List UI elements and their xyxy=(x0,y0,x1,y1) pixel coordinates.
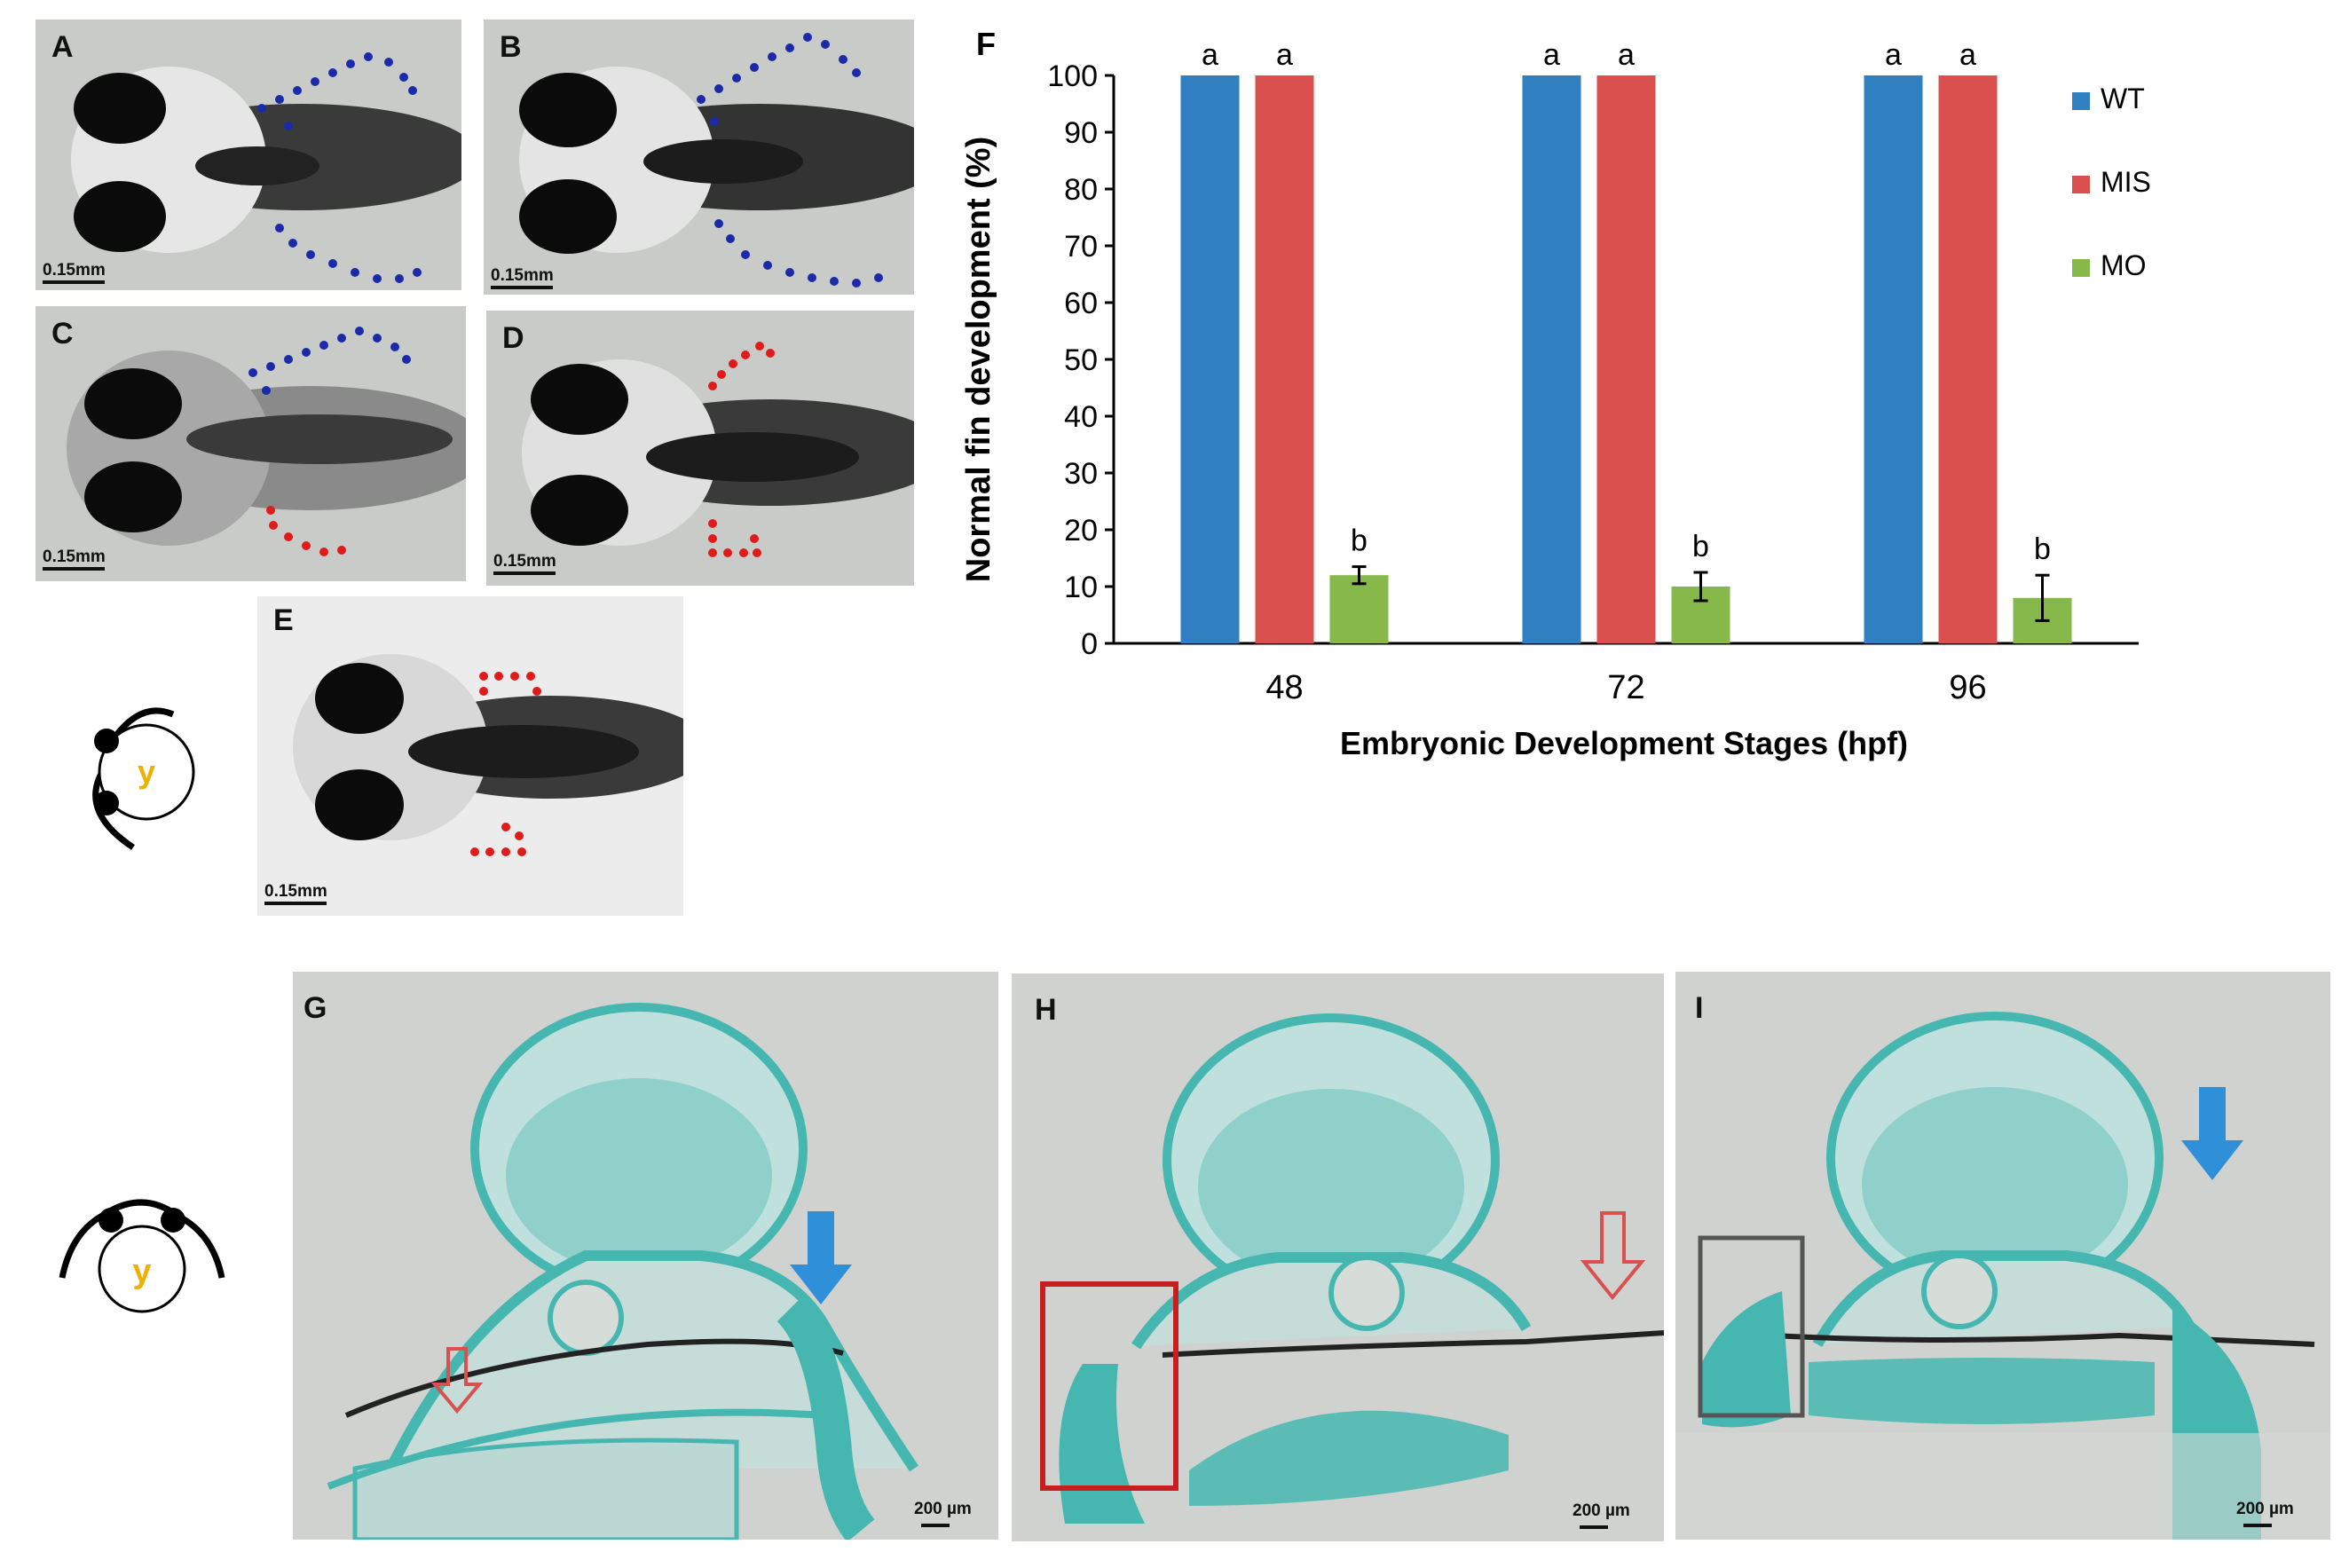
scale-bar-g xyxy=(921,1524,950,1527)
histology-image-g xyxy=(327,1003,918,1540)
y-tick-label: 30 xyxy=(1064,457,1098,491)
fin-outline-dots-upper-abnormal xyxy=(479,672,541,696)
y-tick-label: 40 xyxy=(1064,400,1098,434)
scale-label-e: 0.15mm xyxy=(264,882,327,901)
scale-bar-a xyxy=(43,280,105,284)
panel-label-h: H xyxy=(1035,993,1057,1027)
embryo-image-e xyxy=(257,596,683,916)
embryo-image-b xyxy=(519,67,914,254)
bar-mis xyxy=(1255,75,1314,643)
y-axis-title: Normal fin development (%) xyxy=(960,137,997,583)
panel-a: A 0.15mm xyxy=(35,20,461,290)
scale-bar-c xyxy=(43,567,105,571)
histology-image-i xyxy=(1675,1012,2330,1540)
legend-swatch-wt xyxy=(2072,92,2090,110)
fin-outline-dots-upper xyxy=(257,52,417,130)
panel-label-d: D xyxy=(502,321,524,355)
panel-label-a: A xyxy=(51,30,74,64)
scale-bar-h xyxy=(1580,1525,1608,1529)
panel-label-i: I xyxy=(1695,991,1704,1025)
histology-image-h xyxy=(1040,1013,1664,1524)
embryo-image-c xyxy=(67,351,466,546)
x-axis-title: Embryonic Development Stages (hpf) xyxy=(1340,725,1908,761)
scale-label-d: 0.15mm xyxy=(493,552,556,571)
panel-c: C 0.15mm xyxy=(35,306,466,581)
panel-e: E 0.15mm xyxy=(257,596,683,916)
significance-letter: a xyxy=(1276,38,1293,72)
fin-outline-dots-lower xyxy=(714,219,883,288)
bar-wt xyxy=(1864,75,1923,643)
fin-development-chart: F Normal fin development (%) Embryonic D… xyxy=(960,26,2151,761)
fin-outline-dots-lower xyxy=(275,224,422,283)
legend-label-wt: WT xyxy=(2101,83,2145,114)
panel-label-c: C xyxy=(51,317,74,351)
fin-outline-dots-lower-abnormal xyxy=(266,506,346,556)
significance-letter: a xyxy=(1543,38,1560,72)
y-tick-label: 50 xyxy=(1064,343,1098,377)
fin-outline-dots-upper xyxy=(248,327,411,395)
significance-letter: b xyxy=(1692,530,1709,563)
scale-label-a: 0.15mm xyxy=(43,261,106,280)
significance-letter: b xyxy=(1351,524,1368,558)
x-tick-label: 48 xyxy=(1265,669,1303,706)
scale-label-c: 0.15mm xyxy=(43,548,106,566)
bar-mo xyxy=(1329,575,1389,643)
panel-label-b: B xyxy=(500,30,522,64)
yolk-label: y xyxy=(138,753,155,790)
bar-mis xyxy=(1938,75,1998,643)
embryo-image-a xyxy=(71,67,461,253)
panel-label-g: G xyxy=(303,991,327,1025)
legend-label-mis: MIS xyxy=(2101,166,2151,198)
panel-h: H 200 µm xyxy=(1012,973,1664,1541)
scale-bar-d xyxy=(493,571,556,575)
bar-mis xyxy=(1596,75,1656,643)
scale-label-g: 200 µm xyxy=(914,1500,972,1518)
bar-wt xyxy=(1180,75,1240,643)
significance-letter: a xyxy=(1202,38,1218,72)
panel-i: I 200 µm xyxy=(1675,972,2330,1540)
scale-label-h: 200 µm xyxy=(1573,1501,1630,1520)
bar-wt xyxy=(1522,75,1581,643)
panel-label-f: F xyxy=(976,26,996,62)
panel-b: B 0.15mm xyxy=(484,20,914,295)
scale-bar-i xyxy=(2243,1524,2272,1527)
panel-label-e: E xyxy=(273,603,294,637)
y-tick-label: 80 xyxy=(1064,173,1098,207)
significance-letter: b xyxy=(2034,532,2051,566)
embryo-image-d xyxy=(522,359,914,546)
scale-bar-e xyxy=(264,902,327,905)
fin-outline-dots-upper-abnormal xyxy=(708,342,775,390)
yolk-label: y xyxy=(132,1253,151,1290)
significance-letter: a xyxy=(1885,38,1902,72)
panel-d: D 0.15mm xyxy=(486,311,914,586)
legend-swatch-mis xyxy=(2072,176,2090,193)
significance-letter: a xyxy=(1618,38,1635,72)
y-tick-label: 10 xyxy=(1064,571,1098,604)
significance-letter: a xyxy=(1959,38,1976,72)
y-tick-label: 60 xyxy=(1064,287,1098,320)
x-tick-label: 72 xyxy=(1607,669,1644,706)
scale-bar-b xyxy=(491,286,553,289)
embryo-schematic-cross-section: y xyxy=(59,1199,225,1313)
scale-label-b: 0.15mm xyxy=(491,266,554,285)
x-tick-label: 96 xyxy=(1949,669,1986,706)
panel-g: G 200 µm xyxy=(293,972,998,1540)
y-tick-label: 20 xyxy=(1064,514,1098,548)
y-tick-label: 100 xyxy=(1047,59,1098,93)
legend-swatch-mo xyxy=(2072,259,2090,277)
embryo-schematic-dorsal: y xyxy=(92,707,195,850)
y-tick-label: 0 xyxy=(1081,627,1098,661)
fin-outline-dots-lower-abnormal xyxy=(708,519,761,557)
fin-outline-dots-lower-abnormal xyxy=(470,823,526,856)
scale-label-i: 200 µm xyxy=(2236,1500,2294,1518)
y-tick-label: 70 xyxy=(1064,230,1098,264)
fin-outline-dots-upper xyxy=(697,33,861,126)
y-tick-label: 90 xyxy=(1064,116,1098,150)
legend-label-mo: MO xyxy=(2101,249,2147,281)
